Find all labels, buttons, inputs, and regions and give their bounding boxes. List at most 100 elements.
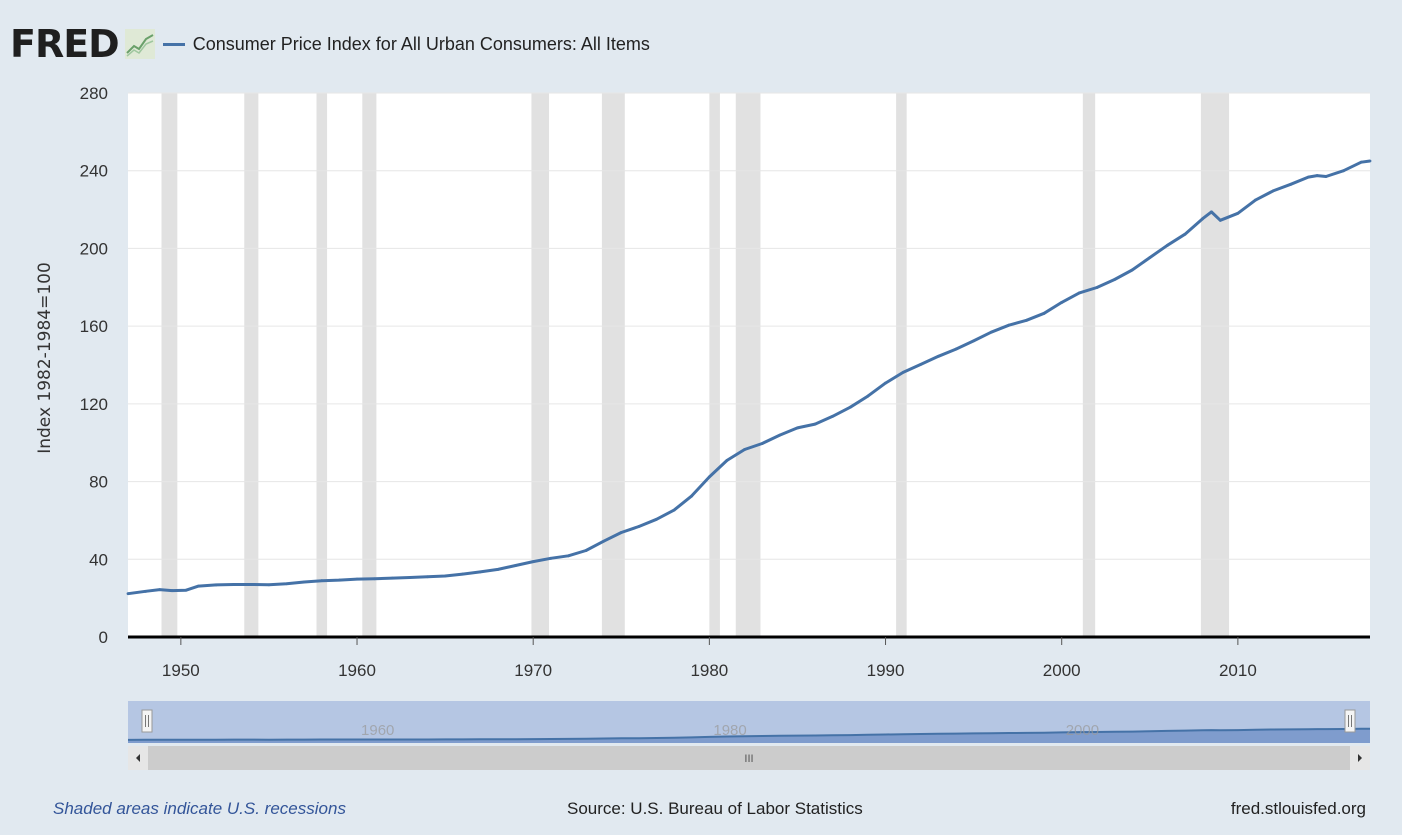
data-point (954, 347, 958, 351)
recession-band (601, 93, 625, 637)
navigator-left-handle[interactable] (141, 709, 153, 733)
fred-logo[interactable]: FRED (10, 22, 120, 66)
data-point (338, 578, 341, 582)
navigator-tick-label: 2000 (1066, 722, 1099, 739)
data-point (831, 414, 835, 418)
recession-band (531, 93, 550, 637)
data-point (1359, 160, 1363, 164)
data-point (1306, 175, 1310, 179)
navigator-right-handle[interactable] (1344, 709, 1356, 733)
legend-swatch (162, 42, 185, 46)
x-tick-label: 1970 (514, 661, 552, 680)
data-point (144, 589, 148, 593)
x-tick-label: 1950 (162, 661, 200, 680)
recession-band (1082, 93, 1096, 637)
data-point (760, 442, 764, 445)
data-point (514, 564, 517, 567)
data-point (1148, 256, 1152, 259)
data-point (1289, 182, 1293, 186)
legend-series-label[interactable]: Consumer Price Index for All Urban Consu… (192, 33, 650, 54)
y-axis-label: Index 1982-1984=100 (35, 262, 55, 454)
chart-header: FRED Consumer Price Index for All Urban … (10, 22, 650, 66)
data-point (443, 574, 447, 578)
data-point (1218, 218, 1222, 222)
data-point (373, 577, 377, 581)
data-point (478, 570, 482, 574)
data-point (1113, 278, 1116, 281)
data-point (126, 592, 130, 596)
y-tick-label: 120 (80, 395, 108, 414)
data-point (426, 575, 429, 579)
navigator[interactable]: 1960 1980 2000 III (127, 701, 1370, 770)
y-tick-label: 240 (80, 162, 108, 181)
data-point (355, 577, 359, 581)
data-point (901, 370, 905, 374)
data-point (567, 554, 570, 558)
data-point (1077, 291, 1081, 295)
recession-band (735, 93, 761, 637)
recession-band (316, 93, 328, 637)
data-point (972, 339, 976, 343)
data-point (1324, 175, 1328, 178)
y-tick-label: 80 (89, 473, 108, 492)
data-point (531, 560, 535, 564)
scrollbar-thumb[interactable] (148, 746, 1350, 770)
navigator-tick-label: 1960 (361, 722, 394, 739)
data-point (408, 576, 412, 579)
data-point (1368, 159, 1372, 163)
data-point (320, 579, 324, 583)
data-point (884, 381, 887, 385)
y-tick-label: 160 (80, 317, 108, 336)
data-point (158, 588, 162, 591)
data-point (725, 458, 729, 462)
data-point (584, 549, 588, 552)
data-point (1271, 189, 1275, 193)
x-tick-label: 2000 (1043, 661, 1081, 680)
recession-band (709, 93, 720, 637)
recession-band (1200, 93, 1230, 637)
data-point (285, 582, 288, 586)
data-point (232, 583, 236, 586)
data-point (170, 589, 174, 592)
x-tick-label: 1980 (690, 661, 728, 680)
data-point (249, 583, 253, 586)
recession-band (896, 93, 907, 637)
y-tick-label: 40 (89, 550, 108, 569)
y-tick-label: 280 (80, 84, 108, 103)
data-point (1236, 211, 1240, 215)
data-point (390, 576, 394, 580)
data-point (1210, 210, 1213, 214)
data-point (1254, 198, 1257, 202)
data-point (602, 539, 606, 543)
chevron-right-icon (1358, 754, 1362, 762)
data-point (549, 556, 553, 560)
data-point (637, 525, 641, 528)
data-point (1315, 174, 1319, 177)
recession-band (362, 93, 377, 637)
data-point (496, 567, 500, 571)
y-tick-label: 200 (80, 239, 108, 258)
data-point (1007, 323, 1011, 327)
data-point (655, 517, 658, 521)
data-point (796, 426, 799, 430)
recession-note[interactable]: Shaded areas indicate U.S. recessions (53, 799, 346, 818)
site-link[interactable]: fred.stlouisfed.org (1230, 799, 1366, 818)
data-point (1095, 286, 1099, 289)
x-tick-label: 1990 (867, 661, 905, 680)
data-point (866, 394, 870, 398)
data-point (1183, 232, 1187, 236)
x-tick-label: 1960 (338, 661, 376, 680)
data-point (214, 583, 218, 587)
data-point (1166, 243, 1169, 247)
y-tick-label: 0 (99, 628, 108, 647)
data-point (936, 354, 940, 358)
data-point (461, 572, 465, 576)
chevron-left-icon (136, 754, 140, 762)
data-point (778, 433, 782, 437)
recession-band (161, 93, 178, 637)
navigator-line (127, 727, 1370, 741)
data-point (1342, 169, 1345, 173)
data-point (743, 448, 746, 451)
navigator-tick-label: 1980 (713, 722, 746, 739)
